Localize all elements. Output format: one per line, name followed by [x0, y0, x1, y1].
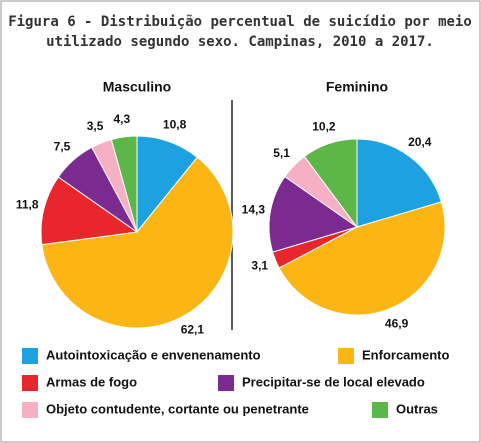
legend-swatch — [22, 402, 38, 418]
legend-swatch — [22, 348, 38, 364]
value-label: 4,3 — [113, 112, 130, 126]
legend-label: Armas de fogo — [46, 374, 137, 389]
pie-slice — [278, 201, 446, 316]
value-label: 7,5 — [54, 140, 71, 154]
pie-slice — [303, 138, 358, 229]
value-label: 10,8 — [163, 118, 187, 132]
value-label: 11,8 — [16, 197, 39, 211]
legend-label: Precipitar-se de local elevado — [242, 374, 425, 389]
legend-label: Autointoxicação e envenenamento — [46, 347, 261, 362]
chart-title: Figura 6 - Distribuição percentual de su… — [8, 14, 472, 50]
legend-swatch — [218, 375, 234, 391]
value-label: 5,1 — [273, 146, 290, 160]
value-label: 20,4 — [408, 135, 432, 149]
pie-slice — [356, 138, 442, 228]
value-label: 3,1 — [251, 259, 268, 273]
pie-slice — [41, 156, 234, 329]
value-label: 46,9 — [385, 316, 409, 330]
value-label: 62,1 — [181, 323, 205, 337]
legend-swatch — [22, 375, 38, 391]
pie-slice — [40, 176, 139, 246]
legend-label: Enforcamento — [362, 347, 449, 362]
pie-title: Feminino — [326, 79, 388, 95]
legend-swatch — [338, 348, 354, 364]
pie-slice — [268, 175, 359, 253]
legend-swatch — [372, 402, 388, 418]
value-label: 10,2 — [312, 120, 336, 134]
value-label: 14,3 — [242, 202, 266, 216]
legend-label: Outras — [396, 401, 438, 416]
pie-title: Masculino — [103, 79, 171, 95]
value-label: 3,5 — [87, 119, 104, 133]
legend-label: Objeto contudente, cortante ou penetrant… — [46, 401, 309, 416]
pie-slice — [110, 135, 138, 233]
